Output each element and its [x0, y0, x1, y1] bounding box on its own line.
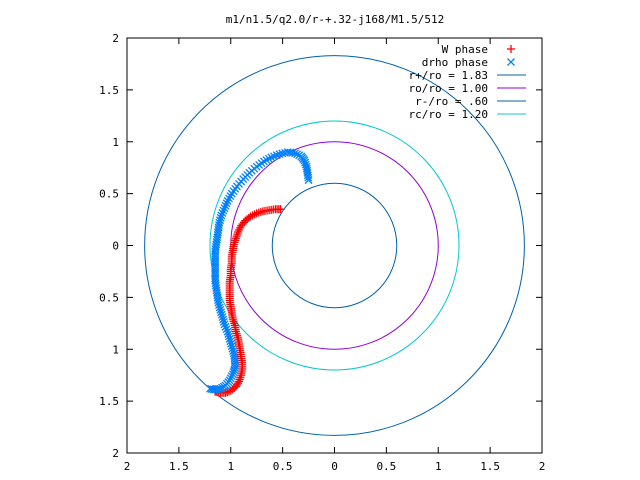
y-tick-label: 1.5 — [99, 84, 119, 97]
series-1-point — [217, 308, 226, 317]
series-1-point — [226, 337, 235, 346]
series-1-point — [226, 374, 235, 383]
series-0-point — [233, 331, 242, 340]
series-0-point — [221, 388, 230, 397]
series-1-point — [225, 376, 234, 385]
series-1-point — [304, 173, 313, 182]
y-tick-label: 0 — [112, 240, 119, 253]
series-1-point — [227, 339, 236, 348]
series-0-point — [234, 333, 243, 342]
circle-5 — [209, 120, 460, 371]
series-0-point — [276, 205, 285, 214]
x-tick-label: 0.5 — [273, 460, 293, 473]
series-1-point — [218, 209, 227, 217]
chart-title: m1/n1.5/q2.0/r-+.32-j168/M1.5/512 — [226, 13, 445, 26]
x-tick-label: 2 — [124, 460, 131, 473]
series-1-point — [222, 325, 231, 334]
series-1-point — [216, 216, 224, 225]
series-0-point — [230, 319, 239, 328]
series-0-point — [231, 234, 240, 243]
series-0-point — [234, 379, 243, 388]
series-1-point — [219, 206, 228, 215]
series-1-point — [219, 317, 228, 326]
y-tick-label: 2 — [112, 32, 119, 45]
series-1-point — [227, 372, 236, 381]
reference-circles — [144, 55, 525, 436]
y-tick-label: 0.5 — [99, 291, 119, 304]
series-1-point — [216, 305, 225, 314]
phase-markers — [206, 148, 313, 397]
series-1-point — [220, 204, 229, 213]
series-1-point — [228, 344, 237, 353]
series-1-point — [220, 320, 229, 329]
series-0-point — [230, 321, 239, 330]
series-0-point — [232, 329, 241, 338]
circle-2 — [144, 55, 525, 436]
x-tick-label: 1 — [227, 460, 234, 473]
x-tick-label: 2 — [539, 460, 546, 473]
y-tick-label: 0.5 — [99, 188, 119, 201]
series-1-point — [215, 218, 224, 227]
legend-label: rc/ro = 1.20 — [409, 108, 488, 121]
series-1-point — [229, 349, 238, 358]
series-1-point — [304, 176, 313, 185]
x-tick-label: 0 — [331, 460, 338, 473]
series-1-point — [221, 201, 230, 210]
series-1-point — [227, 342, 236, 351]
series-0-point — [229, 317, 238, 326]
x-tick-label: 1.5 — [169, 460, 189, 473]
series-1-point — [222, 199, 231, 208]
y-tick-label: 1 — [112, 136, 119, 149]
y-tick-label: 2 — [112, 447, 119, 460]
y-tick-label: 1 — [112, 343, 119, 356]
series-1-point — [229, 347, 238, 355]
x-tick-label: 1 — [435, 460, 442, 473]
series-1-point — [293, 150, 302, 159]
series-1-point — [291, 149, 300, 158]
series-1-point — [288, 148, 297, 157]
series-1-point — [217, 211, 226, 220]
series-1-point — [223, 327, 232, 336]
x-tick-label: 1.5 — [480, 460, 500, 473]
axis-ticks: 2 1.5 1 0.5 0 0.5 1 1.5 221.510.500.511.52 — [99, 32, 545, 473]
series-1-point — [225, 334, 234, 343]
series-0-point — [230, 238, 239, 247]
legend-label: ro/ro = 1.00 — [409, 82, 488, 95]
series-1-point — [217, 310, 226, 319]
legend-label: W phase — [442, 43, 488, 56]
circle-4 — [271, 182, 398, 309]
series-1-point — [224, 330, 233, 338]
legend-label: r-/ro = .60 — [415, 95, 488, 108]
y-tick-label: 1.5 — [99, 395, 119, 408]
series-1-point — [221, 322, 230, 331]
legend-marker — [507, 58, 515, 66]
series-0-point — [231, 236, 240, 245]
legend-marker — [507, 45, 515, 53]
series-1-point — [225, 332, 233, 341]
series-1-point — [218, 313, 227, 322]
circle-3 — [230, 141, 439, 350]
legend-label: r+/ro = 1.83 — [409, 69, 488, 82]
series-1-point — [215, 303, 224, 312]
x-tick-label: 0.5 — [376, 460, 396, 473]
series-1-point — [216, 213, 225, 222]
legend-label: drho phase — [422, 56, 488, 69]
series-1-point — [219, 315, 228, 324]
